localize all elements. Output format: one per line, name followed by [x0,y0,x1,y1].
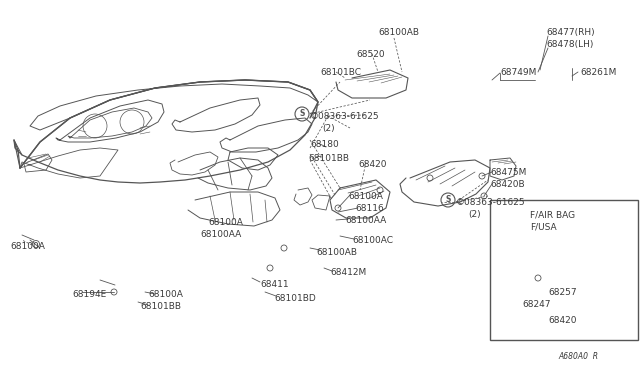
Text: (2): (2) [468,210,481,219]
Text: 68100AB: 68100AB [378,28,419,37]
Text: 68478(LH): 68478(LH) [546,40,593,49]
Text: 68101BB: 68101BB [140,302,181,311]
Text: ©08363-61625: ©08363-61625 [310,112,380,121]
Text: 68412M: 68412M [330,268,366,277]
Text: S: S [445,196,451,205]
Text: (2): (2) [322,124,335,133]
Bar [490,200,638,340]
Text: ©08363-61625: ©08363-61625 [456,198,525,207]
Text: 68100A: 68100A [148,290,183,299]
Text: S: S [300,109,305,119]
Text: 68520: 68520 [356,50,385,59]
Text: 68101BB: 68101BB [308,154,349,163]
Text: 68420B: 68420B [490,180,525,189]
Text: 68100AC: 68100AC [352,236,393,245]
Text: 68749M: 68749M [500,68,536,77]
Text: 68411: 68411 [260,280,289,289]
Text: 68420: 68420 [548,316,577,325]
Text: 68475M: 68475M [490,168,526,177]
Text: 68100A: 68100A [10,242,45,251]
Text: 68100A: 68100A [348,192,383,201]
Text: 68420: 68420 [358,160,387,169]
Text: A680A0  R: A680A0 R [558,352,598,361]
Text: 68247: 68247 [522,300,550,309]
Text: 68180: 68180 [310,140,339,149]
Text: F/AIR BAG: F/AIR BAG [530,210,575,219]
Text: 68257: 68257 [548,288,577,297]
Text: 68100AB: 68100AB [316,248,357,257]
Text: 68477(RH): 68477(RH) [546,28,595,37]
Text: 68116: 68116 [355,204,384,213]
Text: 68101BD: 68101BD [274,294,316,303]
Text: F/USA: F/USA [530,222,557,231]
Text: 68101BC: 68101BC [320,68,361,77]
Text: 68100A: 68100A [208,218,243,227]
Text: 68194E: 68194E [72,290,106,299]
Text: 68261M: 68261M [580,68,616,77]
Text: 68100AA: 68100AA [200,230,241,239]
Text: 68100AA: 68100AA [345,216,387,225]
